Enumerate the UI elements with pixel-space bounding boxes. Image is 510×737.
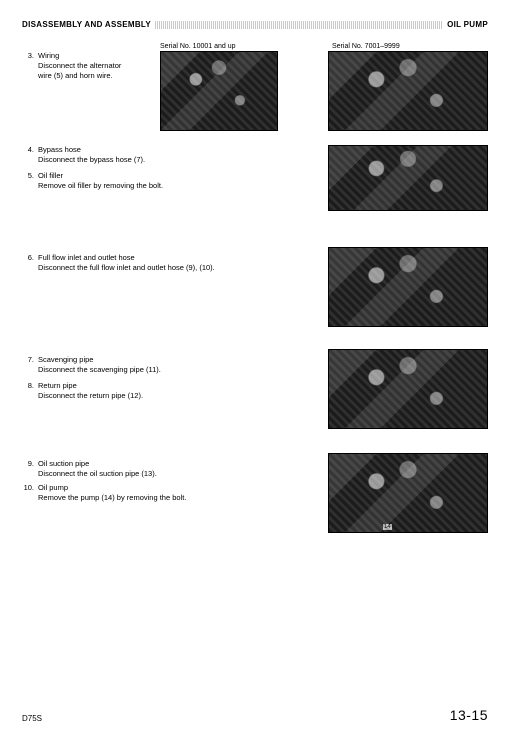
step-body: Disconnect the full flow inlet and outle… bbox=[38, 263, 215, 273]
step-5: 5. Oil filler Remove oil filler by remov… bbox=[22, 171, 302, 191]
step-text: Full flow inlet and outlet hose Disconne… bbox=[38, 253, 215, 273]
header-pattern-bar bbox=[155, 21, 443, 29]
step-title: Oil filler bbox=[38, 171, 163, 181]
photo-serial-a-1 bbox=[160, 51, 278, 131]
step-text: Oil suction pipe Disconnect the oil suct… bbox=[38, 459, 157, 479]
step-text: Return pipe Disconnect the return pipe (… bbox=[38, 381, 143, 401]
step-3: 3. Wiring Disconnect the alternator wire… bbox=[22, 51, 142, 81]
step-num: 7. bbox=[22, 355, 38, 364]
photo-serial-b-1 bbox=[328, 51, 488, 131]
step-num: 9. bbox=[22, 459, 38, 468]
photo-callout-14: 14 bbox=[383, 524, 392, 530]
page-footer: D75S 13-15 bbox=[22, 707, 488, 723]
serial-labels-row: Serial No. 10001 and up Serial No. 7001–… bbox=[160, 43, 488, 50]
header-left: DISASSEMBLY AND ASSEMBLY bbox=[22, 20, 151, 29]
step-body: Disconnect the return pipe (12). bbox=[38, 391, 143, 401]
row-5: 9. Oil suction pipe Disconnect the oil s… bbox=[22, 447, 488, 541]
footer-model: D75S bbox=[22, 714, 42, 723]
step-body: Disconnect the scavenging pipe (11). bbox=[38, 365, 161, 375]
step-title: Wiring bbox=[38, 51, 121, 61]
step-text: Scavenging pipe Disconnect the scavengin… bbox=[38, 355, 161, 375]
photo-serial-b-3 bbox=[328, 247, 488, 327]
step-body-line: Disconnect the alternator bbox=[38, 61, 121, 71]
step-4: 4. Bypass hose Disconnect the bypass hos… bbox=[22, 145, 302, 165]
step-text: Bypass hose Disconnect the bypass hose (… bbox=[38, 145, 145, 165]
serial-label-a: Serial No. 10001 and up bbox=[160, 43, 282, 50]
step-title: Full flow inlet and outlet hose bbox=[38, 253, 215, 263]
step-9: 9. Oil suction pipe Disconnect the oil s… bbox=[22, 459, 302, 479]
step-num: 6. bbox=[22, 253, 38, 262]
photo-serial-b-4 bbox=[328, 349, 488, 429]
step-body: Remove oil filler by removing the bolt. bbox=[38, 181, 163, 191]
step-body-line: wire (5) and horn wire. bbox=[38, 71, 121, 81]
step-text: Wiring Disconnect the alternator wire (5… bbox=[38, 51, 121, 81]
photo-serial-b-5: 14 bbox=[328, 453, 488, 533]
step-body: Remove the pump (14) by removing the bol… bbox=[38, 493, 186, 503]
step-body: Disconnect the bypass hose (7). bbox=[38, 155, 145, 165]
step-title: Bypass hose bbox=[38, 145, 145, 155]
row-3: 6. Full flow inlet and outlet hose Disco… bbox=[22, 239, 488, 333]
header-right: OIL PUMP bbox=[447, 20, 488, 29]
step-num: 8. bbox=[22, 381, 38, 390]
step-title: Oil suction pipe bbox=[38, 459, 157, 469]
step-title: Return pipe bbox=[38, 381, 143, 391]
page: DISASSEMBLY AND ASSEMBLY OIL PUMP Serial… bbox=[0, 0, 510, 737]
step-8: 8. Return pipe Disconnect the return pip… bbox=[22, 381, 302, 401]
content-area: 3. Wiring Disconnect the alternator wire… bbox=[22, 51, 488, 541]
step-num: 10. bbox=[22, 483, 38, 492]
step-10: 10. Oil pump Remove the pump (14) by rem… bbox=[22, 483, 302, 503]
step-num: 4. bbox=[22, 145, 38, 154]
step-6: 6. Full flow inlet and outlet hose Disco… bbox=[22, 253, 302, 273]
step-body: Disconnect the oil suction pipe (13). bbox=[38, 469, 157, 479]
step-num: 5. bbox=[22, 171, 38, 180]
footer-page-number: 13-15 bbox=[450, 707, 488, 723]
row-2: 4. Bypass hose Disconnect the bypass hos… bbox=[22, 145, 488, 229]
step-text: Oil filler Remove oil filler by removing… bbox=[38, 171, 163, 191]
step-title: Oil pump bbox=[38, 483, 186, 493]
row-4: 7. Scavenging pipe Disconnect the scaven… bbox=[22, 343, 488, 437]
step-num: 3. bbox=[22, 51, 38, 60]
serial-label-b: Serial No. 7001–9999 bbox=[332, 43, 400, 50]
step-text: Oil pump Remove the pump (14) by removin… bbox=[38, 483, 186, 503]
photo-serial-b-2 bbox=[328, 145, 488, 211]
step-7: 7. Scavenging pipe Disconnect the scaven… bbox=[22, 355, 302, 375]
row-1: 3. Wiring Disconnect the alternator wire… bbox=[22, 51, 488, 135]
page-header: DISASSEMBLY AND ASSEMBLY OIL PUMP bbox=[22, 20, 488, 29]
step-title: Scavenging pipe bbox=[38, 355, 161, 365]
